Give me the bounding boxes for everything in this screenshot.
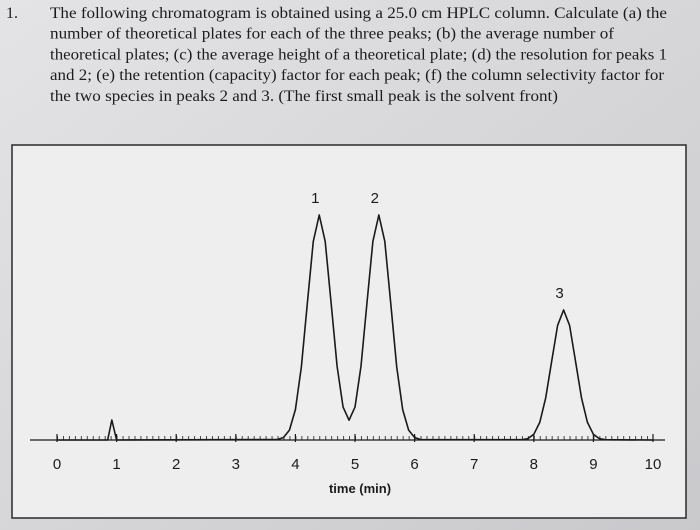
chromatogram: 0 1 2 3 4 5 6 7 8 9 10 time (min) 1 2 3 xyxy=(30,190,665,496)
question-number: 1. xyxy=(6,5,18,22)
x-tick-label: 6 xyxy=(410,456,418,473)
x-tick-label: 1 xyxy=(112,456,120,473)
question-line: and 2; (e) the retention (capacity) fact… xyxy=(50,67,665,84)
peak-label: 2 xyxy=(371,190,379,207)
question-line: the two species in peaks 2 and 3. (The f… xyxy=(50,88,558,105)
x-tick-label: 8 xyxy=(530,456,538,473)
x-tick-label: 7 xyxy=(470,456,478,473)
figure-frame xyxy=(11,144,687,519)
x-tick-label: 0 xyxy=(53,456,61,473)
question-text: The following chromatogram is obtained u… xyxy=(50,5,667,105)
x-tick-label: 4 xyxy=(291,456,299,473)
question-line: The following chromatogram is obtained u… xyxy=(50,5,667,22)
peak-label: 1 xyxy=(311,190,319,207)
peak-label: 3 xyxy=(555,285,563,302)
x-tick-label: 2 xyxy=(172,456,180,473)
x-tick-label: 9 xyxy=(589,456,597,473)
question-line: number of theoretical plates for each of… xyxy=(50,26,615,43)
x-axis-label: time (min) xyxy=(329,481,391,496)
question-line: theoretical plates; (c) the average heig… xyxy=(50,46,667,63)
x-tick-label: 10 xyxy=(645,456,662,473)
chromatogram-trace xyxy=(57,214,654,441)
x-tick-label: 5 xyxy=(351,456,359,473)
x-tick-label: 3 xyxy=(232,456,240,473)
